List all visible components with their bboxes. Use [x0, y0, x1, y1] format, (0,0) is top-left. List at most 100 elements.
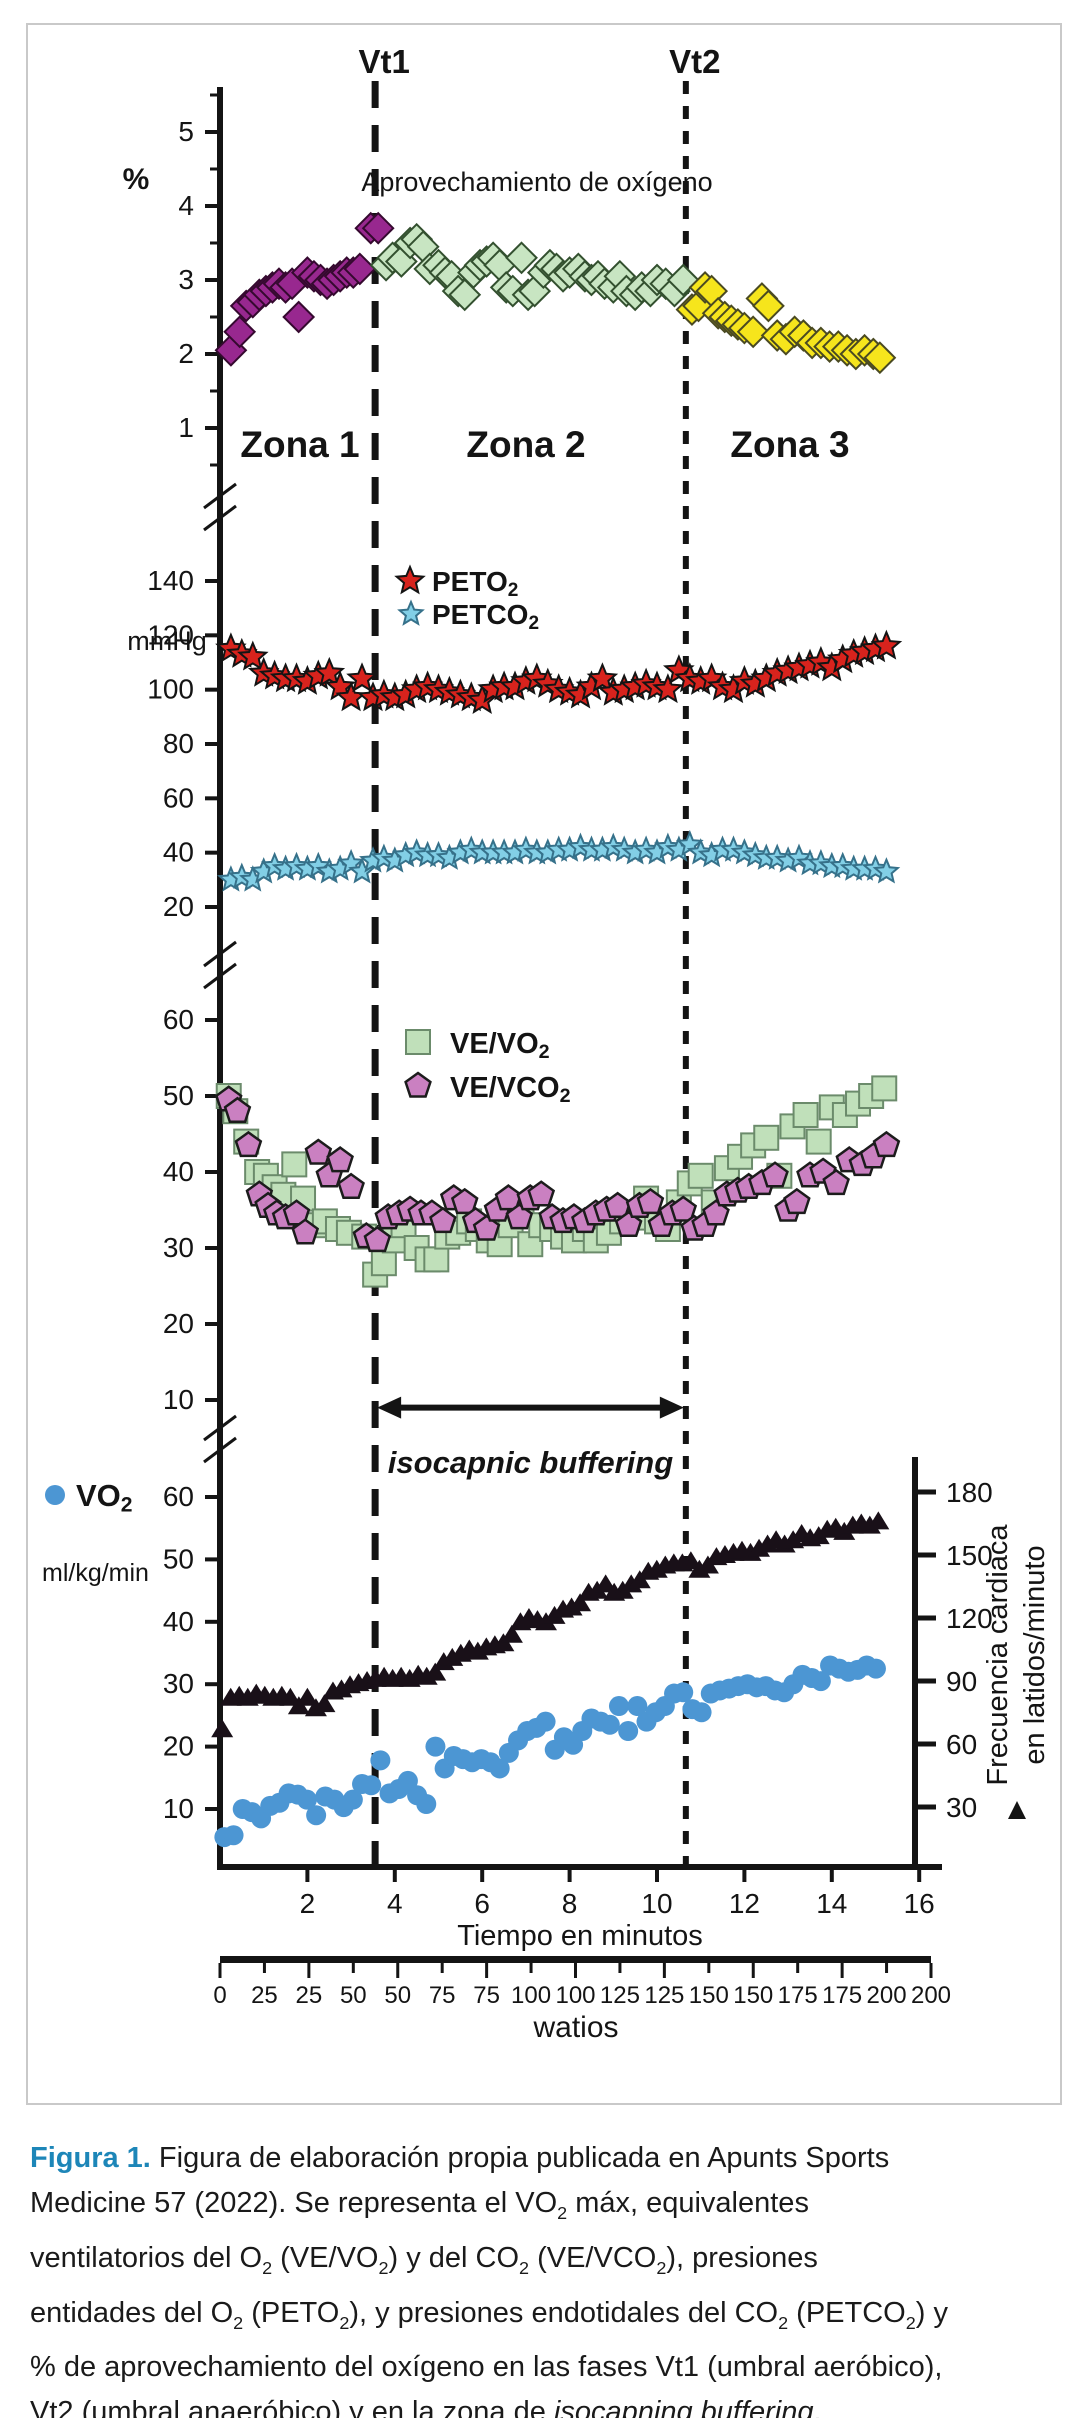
caption-segment: 2 [519, 2257, 530, 2278]
tick-label: 25 [251, 1982, 278, 2009]
x-axis-label: Tiempo en minutos [457, 1920, 703, 1952]
caption-segment: ), y presiones endotidales del CO [349, 2296, 779, 2329]
figure-box: Vt1 Vt2 5 4 3 2 1 140 120 100 80 60 40 20 60 50 40 30 20 10… [26, 23, 1062, 2105]
caption-segment: Medicine 57 (2022). Se representa el VO [30, 2187, 558, 2219]
zone-label: Zona 1 [240, 424, 359, 465]
tick-label: 4 [178, 190, 194, 221]
isocapnic-buffering-annotation: isocapnic buffering [377, 1396, 684, 1480]
axis-break-icon [203, 940, 237, 968]
caption-segment: ) y del CO [388, 2241, 520, 2274]
tick-label: 3 [178, 264, 194, 295]
tick-label: 180 [946, 1477, 993, 1508]
vt2-label: Vt2 [669, 43, 720, 80]
tick-label: 125 [644, 1982, 684, 2009]
axis-break-icon [203, 1414, 237, 1442]
caption-line: ventilatorios del O2 (VE/VO2) y del CO2 … [30, 2236, 1064, 2291]
tick-label: 60 [946, 1729, 977, 1760]
tick-label: 50 [163, 1543, 194, 1574]
watts-axis: 0 25 25 50 50 75 75 100 100 125 125 150 150 175 175 200… [213, 1956, 951, 2044]
tick-label: 30 [946, 1792, 977, 1823]
triangle-icon [1008, 1801, 1026, 1819]
tick-label: 125 [600, 1982, 640, 2009]
series-oxygen-zone3 [675, 270, 897, 375]
tick-label: 100 [555, 1982, 595, 2009]
legend-vo2: VO2 [45, 1478, 133, 1516]
tick-label: 1 [178, 412, 194, 443]
caption-line: Figura 1. Figura de elaboración propia p… [30, 2136, 1064, 2181]
legend-ve-vco2: VE/VCO2 [450, 1072, 571, 1107]
tick-label: 25 [296, 1982, 323, 2009]
series-ve-vco2 [214, 1085, 901, 1253]
arrowhead-right [659, 1396, 684, 1419]
tick-label: 150 [733, 1982, 773, 2009]
caption-segment: máx, equivalentes [567, 2187, 809, 2219]
caption-segment: Vt2 (umbral anaeróbico) y en la zona de [30, 2396, 554, 2418]
tick-label: 40 [163, 1606, 194, 1637]
tick-label: 175 [778, 1982, 818, 2009]
caption-segment: ), presiones [666, 2241, 818, 2274]
series-petco2 [217, 829, 901, 892]
figure-chart: Vt1 Vt25432114012010080604020605040302010… [42, 43, 1051, 2044]
tick-label: 100 [511, 1982, 551, 2009]
y-axis: 5 4 3 2 1 140 120 100 80 60 40 20 60 50 40 30 20 10 60 50 40… [147, 87, 237, 1867]
caption-segment: 2 [339, 2312, 350, 2333]
tick-label: 120 [946, 1603, 993, 1634]
tick-label: 10 [163, 1384, 194, 1415]
tick-label: 50 [340, 1982, 367, 2009]
isocapnic-buffering-label: isocapnic buffering [388, 1445, 673, 1480]
tick-label: 4 [387, 1888, 403, 1919]
tick-label: 16 [904, 1888, 935, 1919]
panel1-title: Aprovechamiento de oxígeno [361, 167, 712, 197]
series-oxygen-zone1 [214, 211, 395, 367]
tick-label: 60 [163, 1481, 194, 1512]
caption-line: entidades del O2 (PETO2), y presiones en… [30, 2291, 1064, 2346]
legend-vo2-label: VO2 [76, 1478, 133, 1516]
tick-label: 150 [689, 1982, 729, 2009]
watts-bar [220, 1956, 931, 1963]
tick-label: 30 [163, 1232, 194, 1263]
caption-line: % de aprovechamiento del oxígeno en las … [30, 2345, 1064, 2390]
caption-segment: (VE/VCO [529, 2241, 657, 2274]
tick-label: 14 [816, 1888, 847, 1919]
caption-segment: 2 [656, 2257, 667, 2278]
tick-label: 60 [163, 782, 194, 813]
tick-label: 60 [163, 1004, 194, 1035]
caption-segment: entidades del O [30, 2296, 234, 2329]
tick-label: 12 [729, 1888, 760, 1919]
legend-ventilatory: VE/VO2 VE/VCO2 [404, 1028, 571, 1107]
caption-segment: % de aprovechamiento del oxígeno en las … [30, 2351, 943, 2384]
caption-segment: 2 [233, 2312, 244, 2333]
legend-peto2: PETO2 [432, 566, 518, 601]
tick-label: 200 [867, 1982, 907, 2009]
series-vo2 [214, 1655, 886, 1848]
x-axis: 2 4 6 8 10 12 14 16 Tiempo en minutos [217, 1864, 942, 1952]
tick-label: 40 [163, 1156, 194, 1187]
tick-label: 8 [562, 1888, 578, 1919]
caption-segment: (VE/VO [272, 2241, 379, 2274]
axis-break-icon [203, 1436, 237, 1464]
tick-label: 30 [163, 1668, 194, 1699]
series-ve-vo2 [215, 1075, 898, 1288]
tick-label: 150 [946, 1540, 993, 1571]
arrowhead-left [377, 1396, 402, 1419]
zone-label: Zona 3 [730, 424, 849, 465]
caption-segment: ventilatorios del O [30, 2241, 263, 2274]
tick-label: 50 [384, 1982, 411, 2009]
y-axis-unit-mlkgmin: ml/kg/min [42, 1559, 149, 1587]
legend-ve-vo2: VE/VO2 [450, 1028, 550, 1063]
tick-label: 10 [641, 1888, 672, 1919]
tick-label: 100 [147, 674, 194, 705]
zone-labels: Zona 1 Zona 2 Zona 3 [240, 424, 849, 465]
tick-label: 175 [822, 1982, 862, 2009]
figure-caption: Figura 1. Figura de elaboración propia p… [30, 2136, 1064, 2418]
caption-segment: isocapning buffering [553, 2396, 814, 2418]
legend-petco2: PETCO2 [432, 599, 539, 634]
tick-label: 75 [473, 1982, 500, 2009]
axis-break-icon [203, 962, 237, 990]
right-axis-label-line2: en latidos/minuto [1019, 1545, 1051, 1764]
caption-segment: . [813, 2396, 822, 2418]
right-axis-label-line1: Frecuencia cardiaca [982, 1524, 1014, 1786]
caption-line: Vt2 (umbral anaeróbico) y en la zona de … [30, 2390, 1064, 2418]
